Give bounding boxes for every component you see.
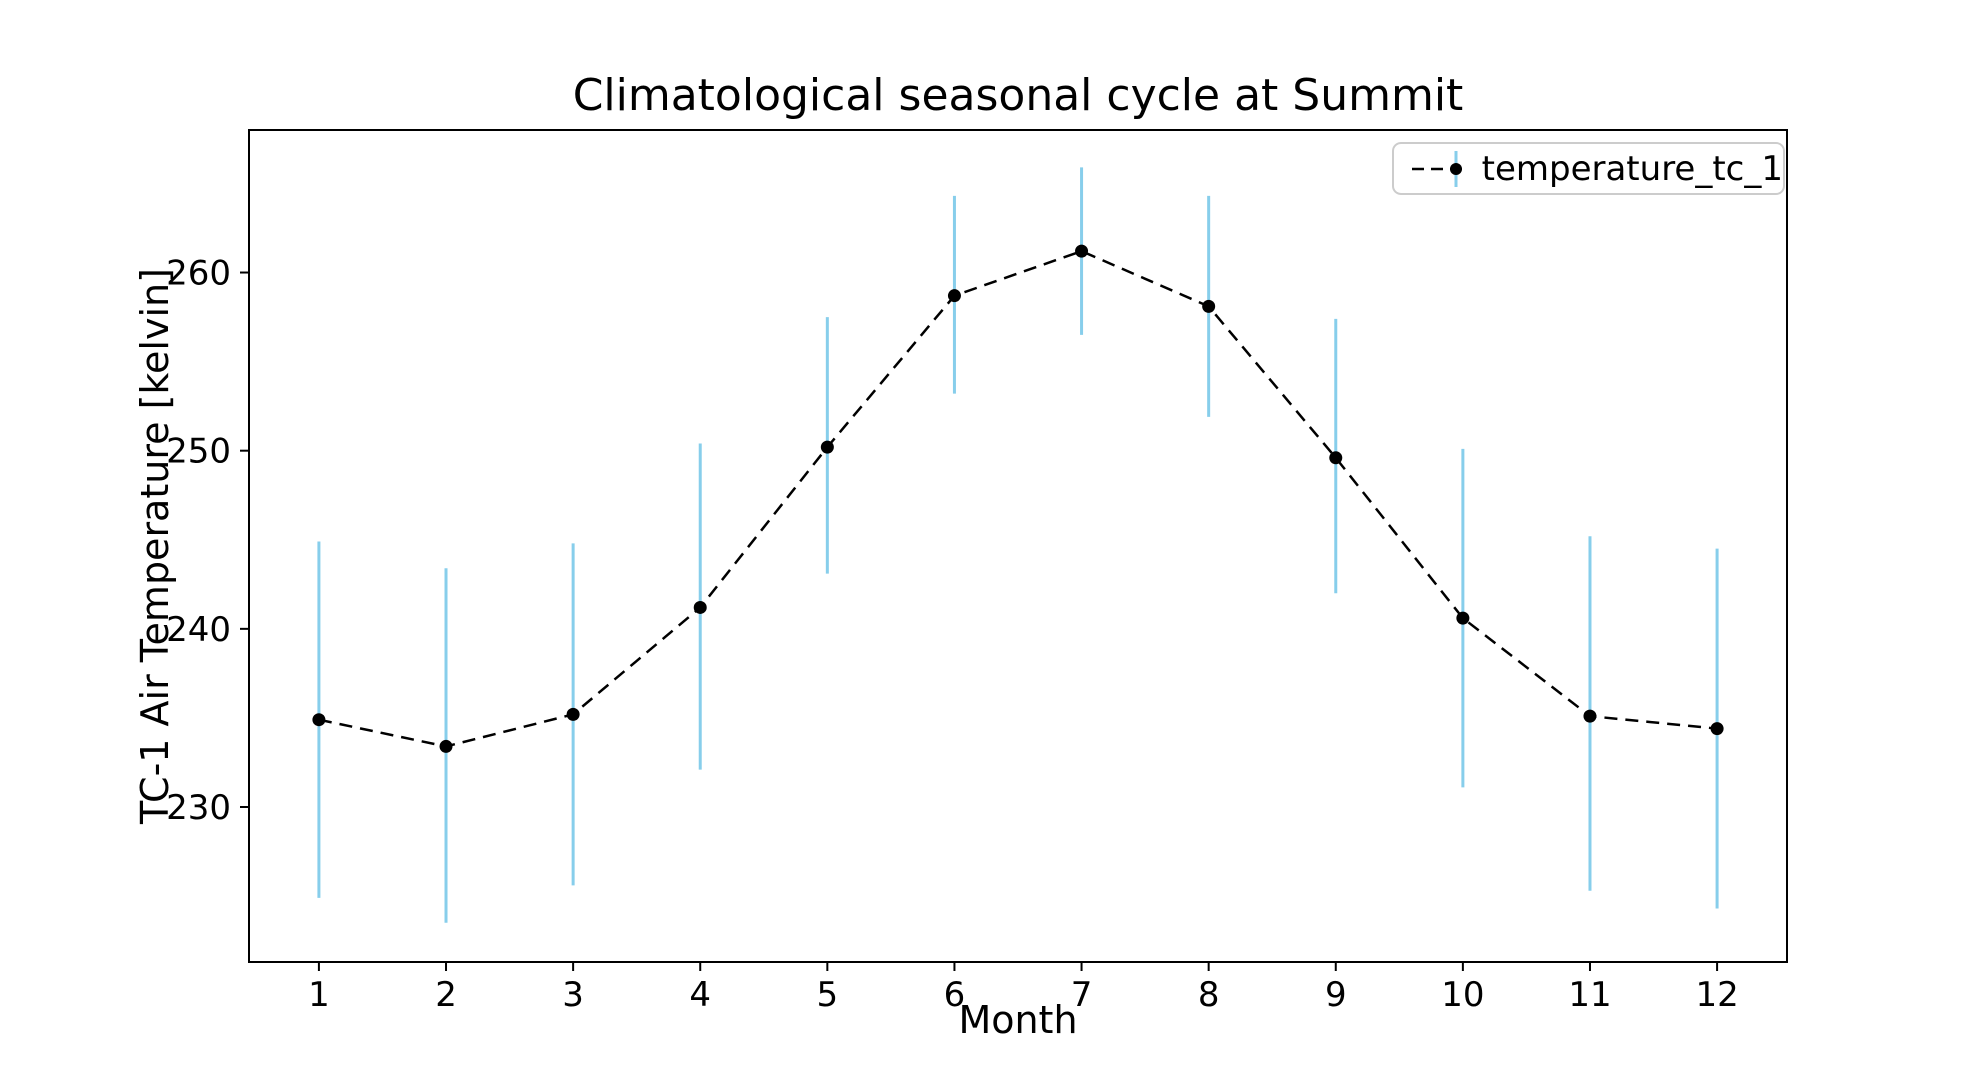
data-point-marker xyxy=(1456,611,1470,625)
data-point-marker xyxy=(947,289,961,303)
x-tick-label: 9 xyxy=(1325,975,1347,1015)
x-tick-label: 5 xyxy=(817,975,839,1015)
axes-frame xyxy=(248,129,1788,963)
series-line xyxy=(318,249,1718,748)
x-tick-label: 6 xyxy=(944,975,966,1015)
data-point-marker xyxy=(693,600,707,614)
data-point-marker xyxy=(566,707,580,721)
x-tick-label: 11 xyxy=(1568,975,1611,1015)
data-point-marker xyxy=(1329,451,1343,465)
x-tick-label: 10 xyxy=(1441,975,1484,1015)
x-tick-label: 12 xyxy=(1695,975,1738,1015)
data-point-marker xyxy=(1710,722,1724,736)
data-point-marker xyxy=(1583,709,1597,723)
x-tick-label: 2 xyxy=(435,975,457,1015)
error-bars xyxy=(317,167,1719,923)
data-point-marker xyxy=(820,440,834,454)
data-point-marker xyxy=(439,739,453,753)
plot-border xyxy=(248,129,1788,963)
y-tick-label: 260 xyxy=(166,254,231,294)
x-tick-label: 1 xyxy=(308,975,330,1015)
data-point-marker xyxy=(1075,244,1089,258)
y-axis-ticks: 230 240 250 260 xyxy=(166,254,249,828)
legend: temperature_tc_1 xyxy=(1392,142,1785,195)
data-points xyxy=(312,244,1724,753)
x-tick-label: 7 xyxy=(1071,975,1093,1015)
x-tick-label: 8 xyxy=(1198,975,1220,1015)
data-point-marker xyxy=(312,713,326,727)
y-tick-label: 230 xyxy=(166,788,231,828)
y-tick-label: 240 xyxy=(166,610,231,650)
chart-title: Climatological seasonal cycle at Summit xyxy=(572,70,1464,121)
y-axis-label: TC-1 Air Temperature [kelvin] xyxy=(133,268,177,824)
legend-marker-icon xyxy=(1450,162,1462,175)
x-axis-ticks: 1 2 3 4 5 6 7 8 9 10 11 12 xyxy=(308,962,1739,1015)
legend-key-sample xyxy=(1412,150,1468,187)
y-tick-label: 250 xyxy=(166,432,231,472)
legend-entry-label: temperature_tc_1 xyxy=(1481,148,1783,189)
data-line xyxy=(318,249,1718,748)
data-point-marker xyxy=(1202,299,1216,313)
x-tick-label: 3 xyxy=(562,975,584,1015)
x-axis-label: Month xyxy=(958,998,1078,1042)
x-tick-label: 4 xyxy=(689,975,711,1015)
